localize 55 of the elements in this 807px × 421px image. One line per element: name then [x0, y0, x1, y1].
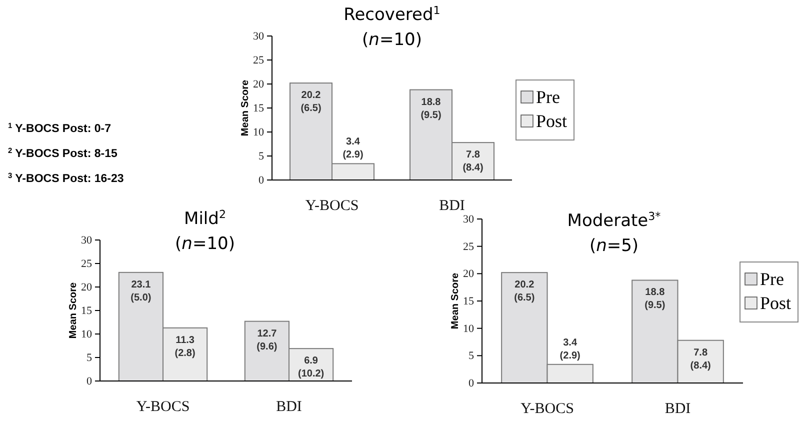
y-tick-label: 20 [81, 282, 92, 294]
data-label: 18.8 (9.5) [644, 287, 666, 312]
y-tick-label: 25 [253, 54, 264, 67]
y-axis-title: Mean Score [450, 272, 461, 330]
y-tick-label: 0 [86, 376, 92, 388]
legend-label: Post [536, 111, 568, 131]
y-tick-label: 10 [253, 126, 264, 139]
y-tick-label: 5 [86, 352, 92, 364]
y-tick-label: 30 [463, 214, 474, 226]
y-tick-label: 20 [253, 78, 264, 91]
y-tick-label: 0 [468, 378, 474, 390]
x-tick-label: Y-BOCS [136, 399, 190, 415]
legend-label: Pre [536, 87, 560, 107]
data-label: 3.4 (2.9) [560, 337, 580, 362]
data-label: 6.9 (10.2) [298, 356, 324, 380]
chart-subtitle: (n=10) [175, 234, 235, 254]
y-tick-label: 5 [258, 150, 264, 163]
y-tick-label: 30 [253, 30, 264, 43]
legend-label: Pre [760, 269, 784, 289]
x-tick-label: Y-BOCS [520, 401, 574, 417]
chart-title: Mild$^{2}$ [184, 208, 226, 229]
legend-label: Post [760, 293, 792, 313]
data-label: 7.8 (8.4) [462, 150, 484, 174]
data-label: 11.3 (2.8) [174, 334, 196, 359]
y-tick-label: 15 [81, 305, 92, 318]
y-tick-label: 30 [81, 234, 92, 247]
y-tick-label: 25 [463, 240, 474, 253]
y-tick-label: 10 [463, 322, 474, 335]
data-label: 20.2 (6.5) [514, 280, 535, 304]
text: $^{3}$ Y-BOCS Post: 16-23 [8, 170, 124, 185]
y-tick-label: 5 [468, 350, 474, 362]
data-label: 18.8 (9.5) [420, 96, 442, 121]
text: $^{2}$ Y-BOCS Post: 8-15 [8, 146, 118, 160]
chart-subtitle: (n=10) [362, 30, 422, 50]
text: $^{1}$ Y-BOCS Post: 0-7 [8, 120, 111, 135]
x-tick-label: BDI [276, 399, 302, 415]
chart-title: Moderate$^{3*}$ [567, 210, 662, 231]
y-tick-label: 15 [253, 102, 264, 115]
y-axis-title: Mean Score [240, 80, 251, 136]
data-label: 7.8 (8.4) [690, 347, 711, 372]
y-tick-label: 25 [81, 258, 92, 270]
chart-title: Recovered$^{1}$ [344, 4, 440, 25]
x-tick-label: BDI [664, 401, 691, 417]
data-label: 23.1 (5.0) [130, 279, 152, 304]
data-label: 12.7 (9.6) [256, 328, 278, 352]
y-tick-label: 10 [81, 328, 92, 341]
y-tick-label: 20 [463, 268, 474, 280]
x-tick-label: BDI [439, 198, 465, 214]
y-tick-label: 0 [258, 174, 264, 187]
data-label: 3.4 (2.9) [342, 136, 364, 161]
data-label: 20.2 (6.5) [300, 90, 322, 114]
x-tick-label: Y-BOCS [305, 198, 359, 214]
y-axis-title: Mean Score [68, 282, 79, 339]
y-tick-label: 15 [463, 296, 474, 308]
text: (n=5) [589, 236, 639, 256]
